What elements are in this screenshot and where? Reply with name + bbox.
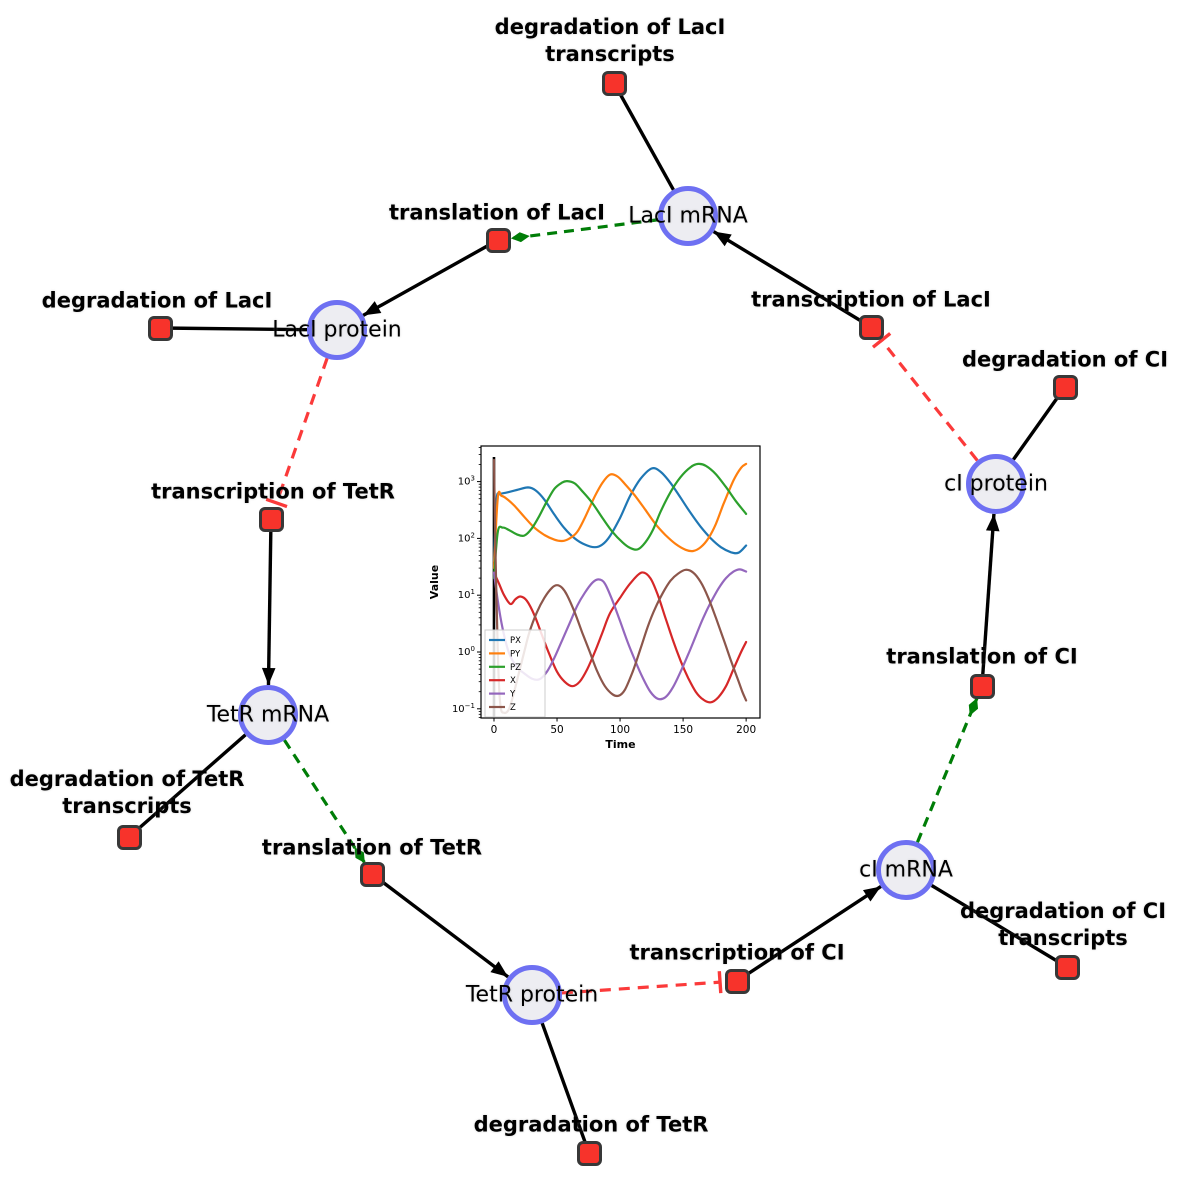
edge-tl_laci-to-laci_protein[interactable]	[362, 238, 499, 317]
edge-deg_laci-to-laci_protein[interactable]	[159, 326, 308, 332]
x-tick-label: 100	[610, 724, 630, 736]
species-node-tetr_protein[interactable]	[502, 965, 562, 1025]
reaction-node-deg_tetr[interactable]	[576, 1140, 602, 1166]
y-tick-label: 10−1	[452, 702, 475, 715]
x-tick-label: 200	[736, 724, 756, 736]
x-axis-label: Time	[605, 738, 635, 751]
reaction-node-deg_laci[interactable]	[147, 315, 173, 341]
chart-series-PX	[492, 467, 748, 563]
legend-entry-Z: Z	[510, 703, 516, 713]
reaction-node-tx_tetr[interactable]	[258, 506, 284, 532]
chart-legend: PX PY PZ XYZ	[484, 629, 546, 718]
y-tick-label: 103	[458, 475, 475, 488]
edge-ci_mrna-to-tl_ci[interactable]	[915, 697, 979, 843]
species-node-laci_protein[interactable]	[307, 300, 367, 360]
x-tick-label: 50	[550, 724, 563, 736]
edge-laci_protein-to-tx_tetr[interactable]	[265, 357, 329, 509]
y-tick-label: 101	[458, 588, 475, 601]
chart-series-X	[492, 571, 748, 704]
edge-tl_tetr-to-tetr_protein[interactable]	[370, 872, 510, 979]
edge-tl_ci-to-ci_protein[interactable]	[980, 513, 1000, 687]
reaction-node-tl_laci[interactable]	[485, 227, 511, 253]
reaction-node-deg_ci[interactable]	[1052, 374, 1078, 400]
legend-entry-X: X	[510, 676, 516, 686]
legend-entry-PZ: PZ	[510, 663, 521, 673]
x-tick-label: 150	[673, 724, 693, 736]
edge-tx_tetr-to-tetr_mrna[interactable]	[261, 518, 276, 686]
edge-laci_mrna-to-tl_laci[interactable]	[510, 218, 659, 243]
edge-deg_tetr_tx-to-tetr_mrna[interactable]	[127, 733, 247, 839]
edge-tetr_mrna-to-tl_tetr[interactable]	[283, 739, 367, 864]
species-node-tetr_mrna[interactable]	[238, 685, 298, 745]
edge-ci_protein-to-tx_laci[interactable]	[871, 332, 979, 462]
reaction-node-tl_tetr[interactable]	[359, 861, 385, 887]
y-tick-label: 100	[458, 645, 475, 658]
timeseries-inset-chart: 0 50 100 150 200 10−1 100 101 102 103 Time Value PX P…	[426, 436, 774, 764]
timeseries-chart-svg: 0 50 100 150 20010−1100101102103TimeValuePXP…	[428, 445, 761, 751]
edge-deg_ci_tx-to-ci_mrna[interactable]	[930, 884, 1068, 969]
legend-entry-PY: PY	[510, 649, 521, 659]
edge-deg_tetr-to-tetr_protein[interactable]	[540, 1022, 591, 1154]
species-node-ci_mrna[interactable]	[876, 840, 936, 900]
edge-tetr_protein-to-tx_ci[interactable]	[561, 971, 723, 995]
edge-deg_laci_tx-to-laci_mrna[interactable]	[612, 82, 675, 191]
reaction-node-tl_ci[interactable]	[969, 673, 995, 699]
species-node-laci_mrna[interactable]	[658, 186, 718, 246]
y-tick-label: 102	[458, 531, 475, 544]
chart-series-PZ	[492, 462, 748, 580]
legend-entry-Y: Y	[509, 690, 516, 700]
reaction-node-tx_laci[interactable]	[858, 314, 884, 340]
legend-entry-PX: PX	[510, 636, 521, 646]
reaction-node-deg_laci_tx[interactable]	[601, 70, 627, 96]
y-axis-label: Value	[428, 565, 441, 599]
reaction-node-deg_tetr_tx[interactable]	[116, 824, 142, 850]
x-tick-label: 0	[491, 724, 498, 736]
reaction-node-tx_ci[interactable]	[724, 968, 750, 994]
species-node-ci_protein[interactable]	[966, 454, 1026, 514]
edge-tx_ci-to-ci_mrna[interactable]	[736, 885, 882, 983]
edge-tx_laci-to-laci_mrna[interactable]	[712, 230, 872, 329]
reaction-node-deg_ci_tx[interactable]	[1054, 954, 1080, 980]
chart-series-PY	[492, 462, 748, 570]
